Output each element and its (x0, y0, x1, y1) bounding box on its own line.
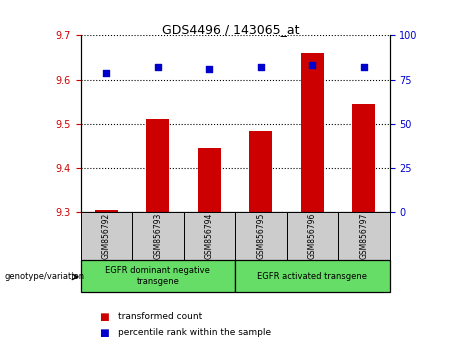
Point (360, 64, 367, 70)
Bar (146, 120, 170, 212)
Text: GSM856794: GSM856794 (205, 213, 214, 259)
Text: EGFR dominant negative
transgene: EGFR dominant negative transgene (106, 267, 210, 286)
Bar (81, 260, 235, 292)
Text: GSM856793: GSM856793 (154, 213, 162, 259)
Bar (338, 212, 390, 260)
Bar (235, 260, 390, 292)
Text: GSM856795: GSM856795 (256, 213, 266, 259)
Point (154, 64, 161, 70)
Point (257, 64, 265, 70)
Text: EGFR activated transgene: EGFR activated transgene (257, 272, 367, 281)
Bar (287, 212, 338, 260)
Bar (81, 212, 132, 260)
Point (308, 63, 316, 68)
Bar (198, 148, 221, 212)
Text: genotype/variation: genotype/variation (5, 272, 85, 281)
Text: ■: ■ (99, 328, 109, 338)
Point (103, 70, 110, 75)
Text: percentile rank within the sample: percentile rank within the sample (118, 328, 271, 337)
Bar (95, 210, 118, 212)
Text: GSM856792: GSM856792 (102, 213, 111, 259)
Text: ■: ■ (99, 312, 109, 322)
Bar (132, 212, 183, 260)
Bar (301, 53, 324, 212)
Text: transformed count: transformed count (118, 312, 202, 321)
Text: GDS4496 / 143065_at: GDS4496 / 143065_at (162, 23, 299, 36)
Text: GSM856797: GSM856797 (359, 213, 368, 259)
Bar (235, 212, 287, 260)
Bar (352, 104, 375, 212)
Text: GSM856796: GSM856796 (308, 213, 317, 259)
Point (206, 66, 213, 72)
Bar (183, 212, 235, 260)
Bar (249, 131, 272, 212)
